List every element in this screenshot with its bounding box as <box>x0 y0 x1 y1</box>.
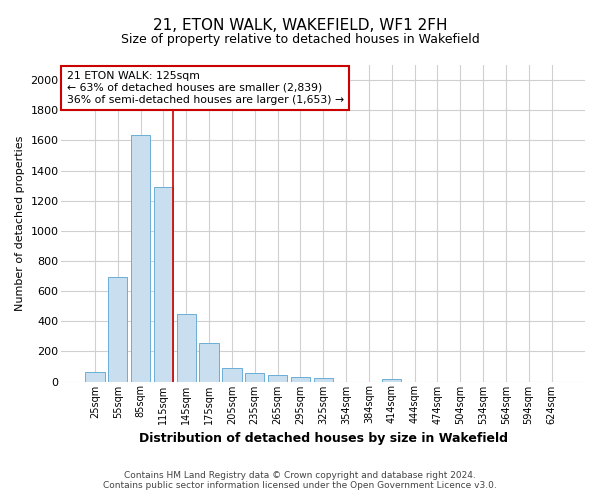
Bar <box>291 378 310 382</box>
Bar <box>108 277 127 382</box>
Bar <box>222 368 242 382</box>
Bar <box>85 372 104 382</box>
Bar <box>314 378 333 382</box>
Bar <box>382 379 401 382</box>
X-axis label: Distribution of detached houses by size in Wakefield: Distribution of detached houses by size … <box>139 432 508 445</box>
Bar <box>154 187 173 382</box>
Y-axis label: Number of detached properties: Number of detached properties <box>15 136 25 311</box>
Text: Contains HM Land Registry data © Crown copyright and database right 2024.
Contai: Contains HM Land Registry data © Crown c… <box>103 470 497 490</box>
Text: Size of property relative to detached houses in Wakefield: Size of property relative to detached ho… <box>121 32 479 46</box>
Text: 21 ETON WALK: 125sqm
← 63% of detached houses are smaller (2,839)
36% of semi-de: 21 ETON WALK: 125sqm ← 63% of detached h… <box>67 72 344 104</box>
Bar <box>131 135 151 382</box>
Bar <box>199 343 219 382</box>
Bar <box>176 314 196 382</box>
Bar <box>268 376 287 382</box>
Bar <box>245 373 265 382</box>
Text: 21, ETON WALK, WAKEFIELD, WF1 2FH: 21, ETON WALK, WAKEFIELD, WF1 2FH <box>153 18 447 32</box>
